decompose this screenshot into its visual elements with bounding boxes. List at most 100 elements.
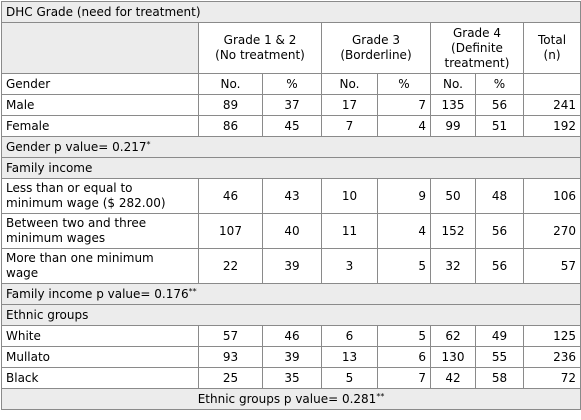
family-income-section-row: Family income [0,157,581,179]
cell-n2: 17 [321,94,378,116]
cell-p3: 49 [475,325,524,347]
table-row: Black 25 35 5 7 42 58 72 [1,367,581,389]
ethnic-p-value-text: Ethnic groups p value= 0.281 [197,391,377,406]
row-label: Between two and three minimum wages [1,213,199,249]
cell-n1: 25 [198,367,263,389]
cell-n3: 42 [430,367,476,389]
cell-p3: 58 [475,367,524,389]
row-label: Less than or equal to minimum wage ($ 282… [1,178,199,214]
ethnic-p-value: Ethnic groups p value= 0.281** [0,388,581,410]
cell-p1: 39 [262,346,322,368]
cell-n3: 135 [430,94,476,116]
header-total-line1: Total [538,33,567,47]
row-label: More than one minimum wage [1,248,199,284]
cell-p2: 5 [377,325,431,347]
row-label: Female [1,115,199,137]
cell-p1: 46 [262,325,322,347]
col-no-grade-4: No. [430,73,476,95]
cell-p2: 9 [377,178,431,214]
sub-header-row: Gender No. % No. % No. % [1,73,581,95]
cell-n3: 99 [430,115,476,137]
ethnic-p-value-mark: ** [376,391,385,401]
gender-p-value-row: Gender p value= 0.217* [0,136,581,158]
family-income-label: Family income [0,157,581,179]
header-blank-cell [1,22,199,74]
header-grade-4: Grade 4 (Definite treatment) [430,22,524,74]
cell-total: 72 [522,367,581,389]
table-title: DHC Grade (need for treatment) [0,1,581,23]
header-grade-3-line1: Grade 3 [351,33,401,47]
header-grade-1-2-line1: Grade 1 & 2 [223,33,297,47]
table-row: White 57 46 6 5 62 49 125 [1,325,581,347]
table-row: Female 86 45 7 4 99 51 192 [1,115,581,137]
cell-total: 236 [522,346,581,368]
table-row: More than one minimum wage 22 39 3 5 32 5… [1,248,581,284]
cell-n2: 11 [321,213,378,249]
row-label: Male [1,94,199,116]
gender-p-value: Gender p value= 0.217* [0,136,581,158]
row-label-line2: minimum wages [6,231,106,245]
cell-n1: 86 [198,115,263,137]
header-grade-1-2-line2: (No treatment) [215,48,305,62]
cell-n1: 57 [198,325,263,347]
cell-n2: 3 [321,248,378,284]
cell-n3: 50 [430,178,476,214]
cell-p1: 43 [262,178,322,214]
row-label: Mullato [1,346,199,368]
cell-n2: 6 [321,325,378,347]
col-pct-grade-4: % [475,73,524,95]
row-label-line1: More than one minimum [6,251,154,265]
cell-total: 270 [522,213,581,249]
header-grade-4-line3: treatment) [444,55,510,70]
cell-p2: 6 [377,346,431,368]
cell-p2: 4 [377,115,431,137]
cell-n3: 152 [430,213,476,249]
income-p-value-row: Family income p value= 0.176** [0,283,581,305]
title-row: DHC Grade (need for treatment) [0,1,581,23]
row-label-line2: wage [6,266,39,280]
row-label: Black [1,367,199,389]
row-label-line1: Between two and three [6,216,147,230]
col-total-blank [522,73,581,95]
cell-p3: 48 [475,178,524,214]
col-no-grade-3: No. [321,73,378,95]
ethnic-p-value-row: Ethnic groups p value= 0.281** [0,388,581,410]
gender-p-value-text: Gender p value= 0.217 [6,139,147,154]
cell-p2: 7 [377,94,431,116]
cell-n2: 5 [321,367,378,389]
cell-n2: 7 [321,115,378,137]
dhc-grade-table: DHC Grade (need for treatment) Grade 1 &… [0,1,581,410]
income-p-value-text: Family income p value= 0.176 [6,286,189,301]
row-label-line1: Less than or equal to [6,181,133,195]
col-no-grade-1-2: No. [198,73,263,95]
gender-label: Gender [1,73,199,95]
cell-p1: 45 [262,115,322,137]
header-grade-3: Grade 3 (Borderline) [321,22,431,74]
header-total-line2: (n) [543,48,561,62]
ethnic-section-row: Ethnic groups [0,304,581,326]
cell-total: 241 [522,94,581,116]
cell-p3: 56 [475,213,524,249]
cell-n3: 130 [430,346,476,368]
ethnic-groups-label: Ethnic groups [0,304,581,326]
cell-p1: 35 [262,367,322,389]
cell-p3: 51 [475,115,524,137]
cell-n2: 13 [321,346,378,368]
cell-n3: 62 [430,325,476,347]
header-grade-3-line2: (Borderline) [340,48,412,62]
cell-total: 106 [522,178,581,214]
income-p-value-mark: ** [188,286,197,296]
cell-n1: 22 [198,248,263,284]
cell-n3: 32 [430,248,476,284]
row-label: White [1,325,199,347]
table-row: Between two and three minimum wages 107 4… [1,213,581,249]
cell-p2: 4 [377,213,431,249]
cell-p3: 55 [475,346,524,368]
cell-p1: 39 [262,248,322,284]
cell-n1: 107 [198,213,263,249]
col-pct-grade-1-2: % [262,73,322,95]
header-grade-4-line1: Grade 4 [452,25,502,40]
cell-p3: 56 [475,94,524,116]
table-row: Less than or equal to minimum wage ($ 282… [1,178,581,214]
cell-p3: 56 [475,248,524,284]
